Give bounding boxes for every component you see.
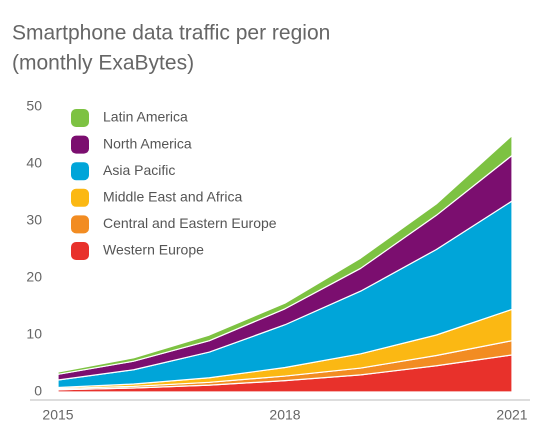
legend-swatch: [71, 215, 89, 234]
x-tick-label: 2018: [269, 407, 300, 423]
legend-label: North America: [103, 135, 192, 151]
x-tick-label: 2015: [42, 407, 73, 423]
legend-label: Middle East and Africa: [103, 189, 243, 205]
legend-label: Latin America: [103, 109, 188, 125]
area: [57, 134, 513, 375]
y-tick-label: 30: [26, 212, 42, 228]
chart-title: Smartphone data traffic per region: [12, 22, 330, 45]
legend-swatch: [71, 188, 89, 207]
chart-subtitle: (monthly ExaBytes): [12, 52, 194, 75]
x-tick-label: 2021: [496, 407, 527, 423]
legend-swatch: [71, 162, 89, 181]
y-tick-label: 20: [26, 269, 42, 285]
y-tick-label: 50: [26, 98, 42, 114]
legend-label: Asia Pacific: [103, 162, 175, 178]
legend-label: Central and Eastern Europe: [103, 215, 277, 231]
y-tick-label: 0: [34, 383, 42, 399]
legend-swatch: [71, 242, 89, 260]
y-tick-label: 40: [26, 155, 42, 171]
legend-swatch: [71, 135, 89, 154]
legend-swatch: [71, 109, 89, 127]
y-tick-label: 10: [26, 326, 42, 342]
legend-label: Western Europe: [103, 242, 204, 258]
